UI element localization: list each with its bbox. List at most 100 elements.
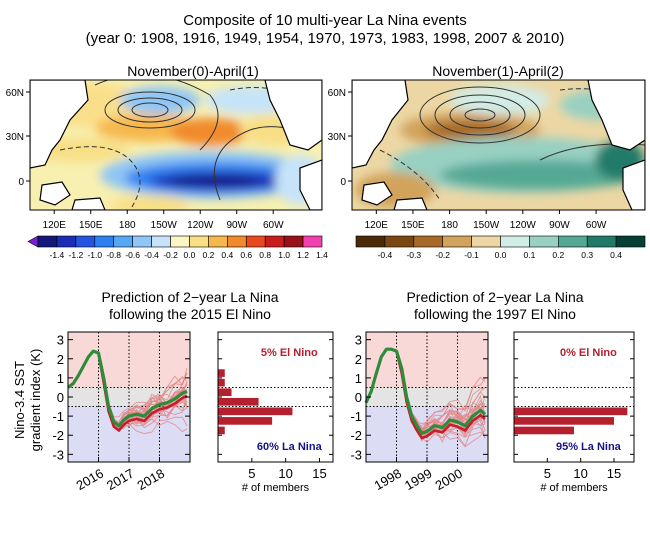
- colorbar-tick-label: -0.8: [106, 250, 121, 260]
- figure-subtitle: (year 0: 1908, 1916, 1949, 1954, 1970, 1…: [85, 30, 565, 47]
- colorbar-tick-label: 1.2: [297, 250, 309, 260]
- y-tick-label: -2: [52, 428, 64, 443]
- histogram-1997: 5 10 15# of members 0% El Nino 95% La Nina: [513, 331, 635, 494]
- colorbar-swatch: [302, 235, 323, 248]
- colorbar-swatch: [37, 235, 58, 248]
- colorbar-swatch: [151, 235, 171, 248]
- prediction-title-2015-line1: Prediction of 2−year La Nina: [101, 289, 279, 305]
- colorbar-tick-label: 1.0: [278, 250, 290, 260]
- x-tick-label: 5: [544, 466, 551, 481]
- lon-tick-label: 150E: [79, 220, 103, 231]
- colorbar-swatch: [442, 235, 472, 248]
- map-title-left: November(0)-April(1): [127, 63, 259, 79]
- lon-tick-label: 180: [119, 220, 136, 231]
- x-tick-label: 2018: [134, 466, 167, 493]
- histogram-bar: [514, 426, 574, 435]
- histogram-bar: [218, 417, 273, 425]
- x-tick-label: 10: [573, 466, 587, 481]
- observed-index-line: [364, 347, 487, 435]
- colorbar-tick-label: 0.2: [202, 250, 214, 260]
- x-axis-label: # of members: [242, 482, 310, 494]
- colorbar-tick-label: -0.2: [435, 250, 450, 260]
- observed-index-line: [67, 349, 188, 428]
- x-tick-label: 1998: [371, 466, 404, 493]
- colorbar-swatch: [75, 235, 96, 248]
- x-tick-label: 5: [248, 466, 255, 481]
- y-tick-label: 0: [57, 390, 64, 405]
- colorbar-tick-label: -0.4: [144, 250, 159, 260]
- y-tick-label: -3: [52, 447, 64, 462]
- histogram-bar: [218, 407, 293, 416]
- y-tick-label: 1: [57, 371, 64, 386]
- colorbar-tick-label: -1.0: [87, 250, 102, 260]
- colorbar-tick-label: 0.0: [184, 250, 196, 260]
- colorbar-swatch: [113, 235, 133, 248]
- annotation-el-nino: 5% El Nino: [261, 347, 318, 359]
- y-axis-label-line2: gradient index (K): [28, 349, 43, 452]
- colorbar-tick-label: -1.4: [50, 250, 65, 260]
- colorbar-swatch: [384, 235, 415, 248]
- lat-tick-label: 30N: [6, 132, 24, 143]
- y-tick-label: 0: [355, 390, 362, 405]
- y-tick-label: -1: [52, 409, 64, 424]
- map-left-frame: [29, 79, 323, 211]
- y-tick-label: -2: [350, 428, 362, 443]
- y-tick-label: 2: [355, 352, 362, 367]
- histogram-bar: [514, 407, 628, 416]
- x-axis-label: # of members: [540, 482, 608, 494]
- colorbar-tick-label: 0.4: [610, 250, 622, 260]
- colorbar-tick-label: -0.2: [163, 250, 178, 260]
- colorbar-swatch: [529, 235, 559, 248]
- x-tick-label: 1999: [402, 466, 435, 493]
- map-title-right: November(1)-April(2): [432, 63, 564, 79]
- lat-tick-label: 0: [340, 177, 346, 188]
- lat-tick-label: 60N: [6, 88, 24, 99]
- histogram-bar: [218, 378, 225, 387]
- lon-tick-label: 90W: [226, 220, 247, 231]
- x-tick-label: 10: [278, 466, 292, 481]
- colorbar-arrow-low: [27, 235, 39, 248]
- x-tick-label: 15: [312, 466, 326, 481]
- shared-ylabel: Nino-3.4 SST gradient index (K): [12, 349, 43, 452]
- histogram-bar: [218, 388, 232, 397]
- map-right-frame: [351, 79, 646, 211]
- x-tick-label: 2016: [73, 466, 106, 493]
- colorbar-tick-label: -0.1: [464, 250, 479, 260]
- y-tick-label: 2: [57, 352, 64, 367]
- lon-tick-label: 150W: [473, 220, 500, 231]
- colorbar-swatch: [615, 235, 646, 248]
- annotation-el-nino: 0% El Nino: [560, 347, 617, 359]
- colorbar-swatch: [189, 235, 209, 248]
- prediction-title-2015-line2: following the 2015 El Nino: [109, 306, 271, 322]
- lon-tick-label: 150E: [401, 220, 425, 231]
- colorbar-swatch: [208, 235, 228, 248]
- annotation-la-nina: 95% La Nina: [556, 441, 622, 453]
- lon-tick-label: 120W: [187, 220, 214, 231]
- histogram-bar: [218, 369, 225, 377]
- figure-title: Composite of 10 multi-year La Nina event…: [183, 12, 467, 29]
- colorbar-swatch: [557, 235, 588, 248]
- colorbar-tick-label: 0.4: [221, 250, 233, 260]
- map-left-coastlines: [30, 80, 322, 210]
- colorbar-tick-label: 0.0: [495, 250, 507, 260]
- colorbar-swatch: [283, 235, 304, 248]
- map-left-lon-ticks: 120E 150E 180 150W 120W 90W 60W: [43, 210, 284, 231]
- colorbar-swatch: [227, 235, 247, 248]
- map-left-lat-ticks: 60N 30N 0: [6, 88, 30, 188]
- colorbar-swatch: [500, 235, 530, 248]
- lat-tick-label: 60N: [328, 88, 346, 99]
- prediction-title-1997-line2: following the 1997 El Nino: [414, 306, 576, 322]
- histogram-bar: [218, 397, 259, 406]
- x-tick-label: 15: [607, 466, 621, 481]
- colorbar-tick-label: -0.3: [406, 250, 421, 260]
- histogram-2015: 5 10 15# of members 5% El Nino 60% La Nina: [217, 331, 334, 494]
- lon-tick-label: 120W: [510, 220, 537, 231]
- y-tick-label: 1: [355, 371, 362, 386]
- y-tick-label: 3: [57, 333, 64, 348]
- annotation-la-nina: 60% La Nina: [257, 441, 323, 453]
- colorbar-tick-label: -1.2: [69, 250, 84, 260]
